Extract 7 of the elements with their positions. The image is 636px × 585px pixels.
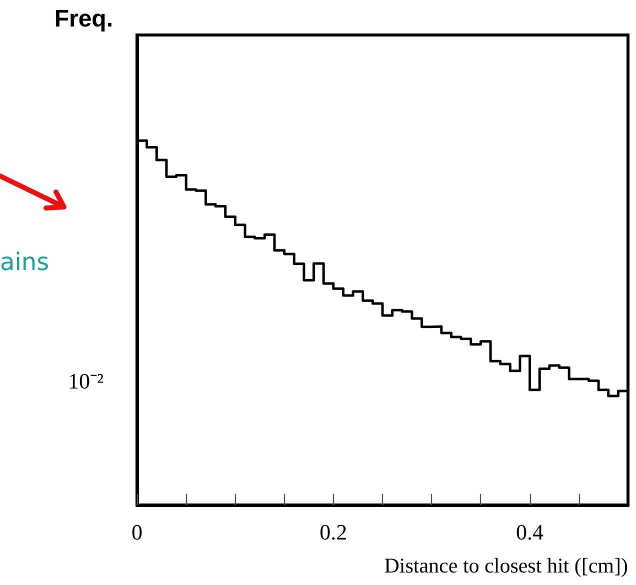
x-tick-label: 0.4 [516,520,544,544]
text: 10⁻² [68,368,104,394]
y-axis-title: Freq. [54,6,113,32]
text: ains [0,248,50,276]
x-axis-title: Distance to closest hit ([cm]) [384,554,628,578]
x-tick-label: 0 [132,520,142,544]
x-tick-label: 0.2 [320,520,348,544]
